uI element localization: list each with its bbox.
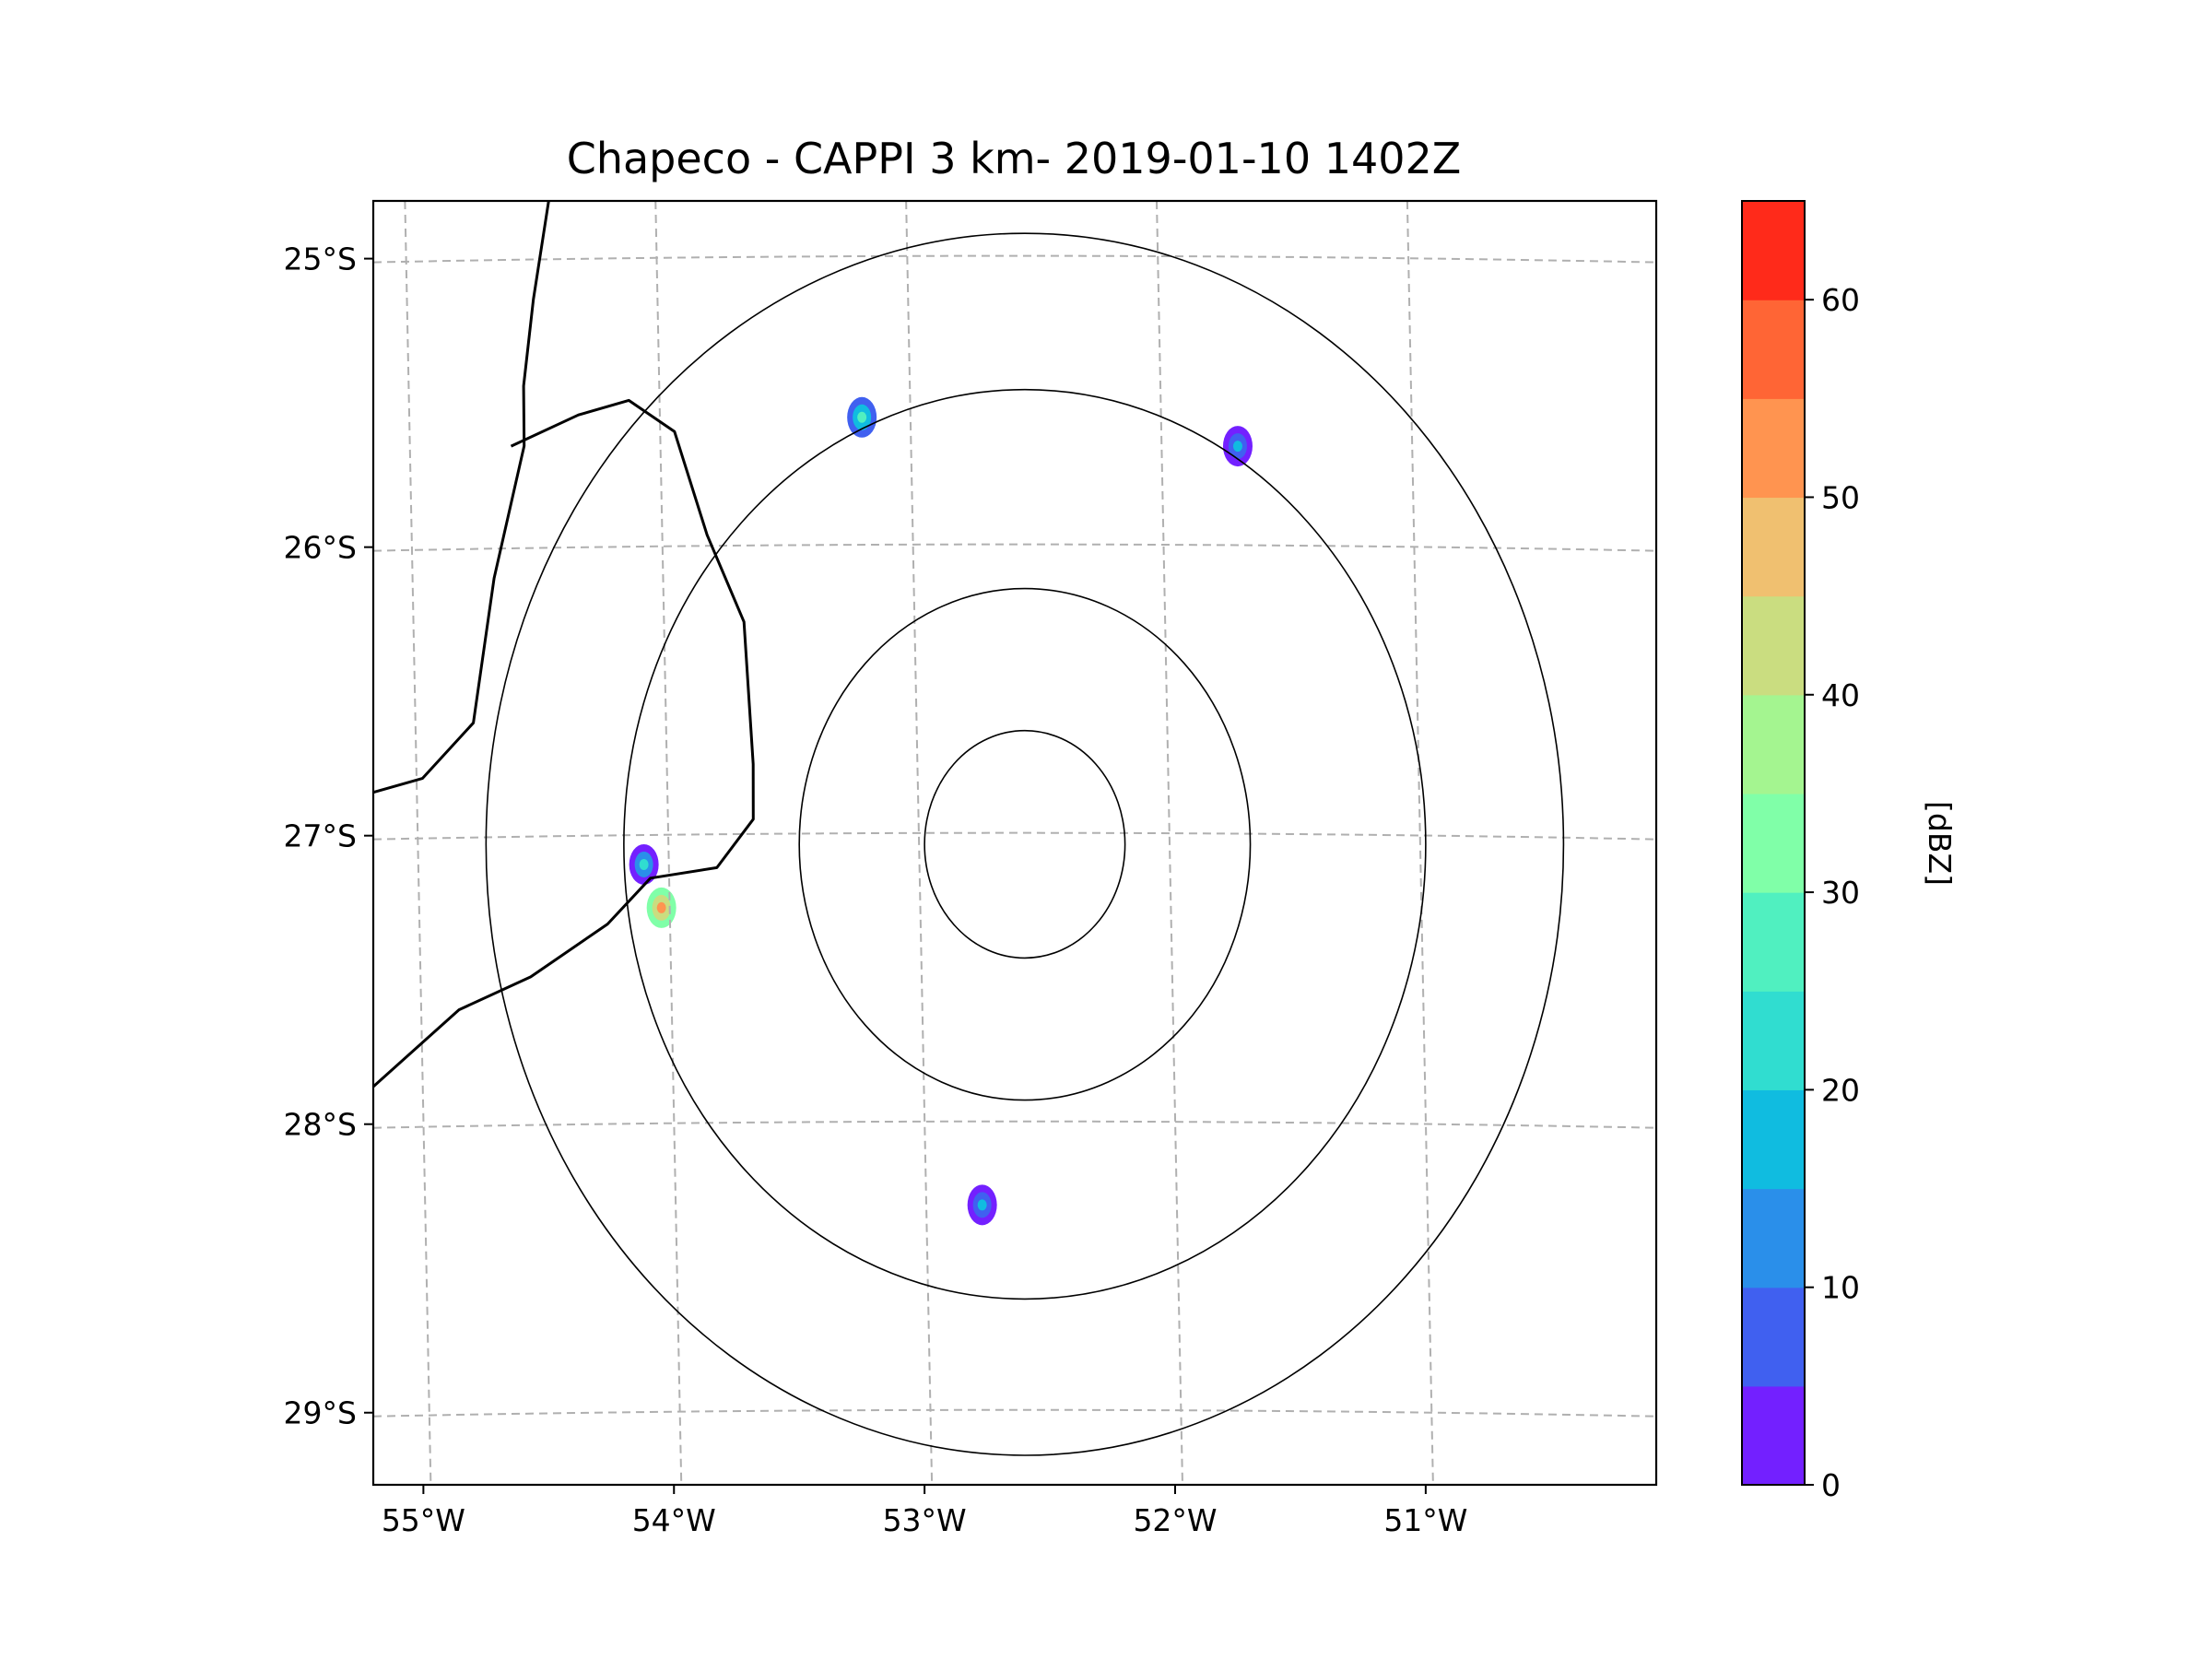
- parallel-line: [373, 543, 1656, 552]
- meridian-line: [404, 201, 432, 1485]
- colorbar-segment: [1742, 1188, 1805, 1288]
- colorbar-tick-label: 20: [1821, 1072, 1860, 1108]
- colorbar-tick-label: 50: [1821, 479, 1860, 515]
- border-line: [373, 201, 550, 794]
- y-tick-label: 28°S: [284, 1107, 357, 1143]
- echo-region-north-echoes: [824, 403, 1175, 547]
- range-ring: [798, 587, 1252, 1101]
- echo-region-northwest-band: [686, 475, 912, 649]
- map-frame: [371, 199, 1658, 1487]
- reflectivity-echoes: [560, 403, 1477, 1254]
- colorbar-tick-label: 10: [1821, 1270, 1860, 1306]
- meridian-line: [1156, 201, 1183, 1485]
- colorbar-segment: [1742, 300, 1805, 399]
- colorbar-tick-label: 40: [1821, 677, 1860, 713]
- y-tick-label: 27°S: [284, 818, 357, 854]
- convective-cell: [646, 887, 677, 928]
- colorbar-segment: [1742, 1287, 1805, 1387]
- state-borders: [373, 201, 755, 1088]
- echo-region-south-echoes: [899, 1110, 1201, 1254]
- meridian-line: [905, 201, 934, 1485]
- colorbar-segment: [1742, 694, 1805, 794]
- colorbar-frame: [1741, 200, 1806, 1486]
- colorbar: 0 10 20 30 40 50 60: [1741, 200, 1860, 1503]
- echo-region-southeast-stratiform: [1100, 835, 1477, 1154]
- y-tick-label: 25°S: [284, 241, 357, 277]
- echo-region-east-echoes: [1225, 532, 1477, 793]
- cell-core: [857, 411, 867, 423]
- x-tick-label: 53°W: [883, 1502, 967, 1538]
- colorbar-tick-label: 30: [1821, 875, 1860, 911]
- parallel-line: [373, 254, 1656, 264]
- colorbar-segment: [1742, 892, 1805, 992]
- convective-cell: [629, 843, 659, 885]
- parallel-line: [373, 1120, 1656, 1129]
- colorbar-segment: [1742, 497, 1805, 597]
- range-rings: [485, 232, 1565, 1456]
- convective-cell: [1222, 426, 1253, 467]
- cell-core: [977, 1199, 987, 1211]
- range-ring: [623, 388, 1427, 1300]
- colorbar-tick-label: 0: [1821, 1467, 1841, 1503]
- meridian-line: [1406, 201, 1434, 1485]
- chart-title: Chapeco - CAPPI 3 km- 2019-01-10 1402Z: [567, 134, 1462, 183]
- border-line: [373, 398, 755, 1088]
- meridian-line: [654, 201, 683, 1485]
- y-tick-label: 29°S: [284, 1395, 357, 1431]
- colorbar-segment: [1742, 595, 1805, 696]
- x-tick-label: 55°W: [382, 1502, 465, 1538]
- colorbar-segment: [1742, 793, 1805, 893]
- x-tick-label: 52°W: [1133, 1502, 1217, 1538]
- colorbar-segment: [1742, 1089, 1805, 1190]
- x-tick-label: 51°W: [1383, 1502, 1467, 1538]
- x-tick-label: 54°W: [632, 1502, 716, 1538]
- range-ring: [924, 729, 1126, 959]
- cell-core: [656, 901, 666, 913]
- echo-region-west-band: [560, 677, 837, 822]
- convective-cell: [847, 396, 877, 438]
- y-tick-label: 26°S: [284, 530, 357, 566]
- cell-core: [1232, 441, 1242, 453]
- parallel-line: [373, 1408, 1656, 1418]
- colorbar-tick-label: 60: [1821, 282, 1860, 318]
- x-axis-ticks: 55°W 54°W 53°W 52°W 51°W: [382, 1485, 1467, 1538]
- colorbar-label: [dBZ]: [1922, 801, 1958, 886]
- parallel-line: [373, 831, 1656, 841]
- colorbar-segment: [1742, 201, 1805, 300]
- convective-cell: [967, 1184, 997, 1226]
- convective-cells: [629, 396, 1253, 1226]
- map-area: [373, 201, 1656, 1485]
- cell-core: [639, 858, 649, 870]
- colorbar-segment: [1742, 991, 1805, 1090]
- range-ring: [485, 232, 1565, 1456]
- colorbar-segment: [1742, 398, 1805, 499]
- colorbar-segment: [1742, 1385, 1805, 1486]
- graticule: [373, 201, 1656, 1485]
- y-axis-ticks: 25°S 26°S 27°S 28°S 29°S: [284, 241, 373, 1431]
